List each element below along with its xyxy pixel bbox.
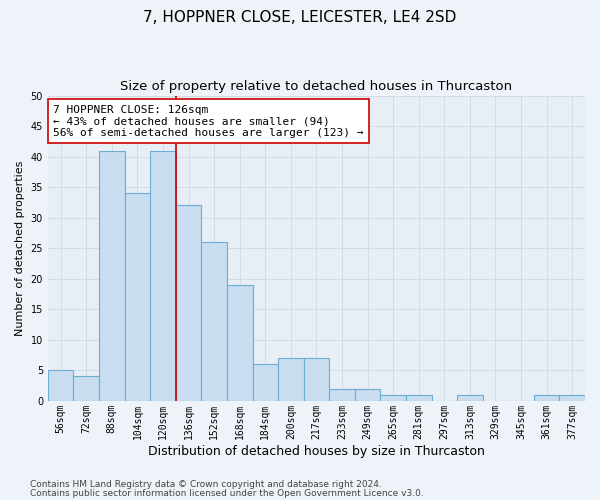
Bar [176,206,202,401]
Bar [559,395,585,401]
Bar [73,376,99,401]
Bar [534,395,559,401]
Bar [150,150,176,401]
Bar [329,388,355,401]
Bar [48,370,73,401]
Text: 7 HOPPNER CLOSE: 126sqm
← 43% of detached houses are smaller (94)
56% of semi-de: 7 HOPPNER CLOSE: 126sqm ← 43% of detache… [53,104,364,138]
Text: 7, HOPPNER CLOSE, LEICESTER, LE4 2SD: 7, HOPPNER CLOSE, LEICESTER, LE4 2SD [143,10,457,25]
Bar [304,358,329,401]
Text: Contains HM Land Registry data © Crown copyright and database right 2024.: Contains HM Land Registry data © Crown c… [30,480,382,489]
Bar [278,358,304,401]
Bar [253,364,278,401]
X-axis label: Distribution of detached houses by size in Thurcaston: Distribution of detached houses by size … [148,444,485,458]
Bar [406,395,431,401]
Bar [125,194,150,401]
Bar [457,395,482,401]
Bar [99,150,125,401]
Bar [380,395,406,401]
Text: Contains public sector information licensed under the Open Government Licence v3: Contains public sector information licen… [30,488,424,498]
Y-axis label: Number of detached properties: Number of detached properties [15,160,25,336]
Bar [202,242,227,401]
Bar [355,388,380,401]
Title: Size of property relative to detached houses in Thurcaston: Size of property relative to detached ho… [121,80,512,93]
Bar [227,285,253,401]
